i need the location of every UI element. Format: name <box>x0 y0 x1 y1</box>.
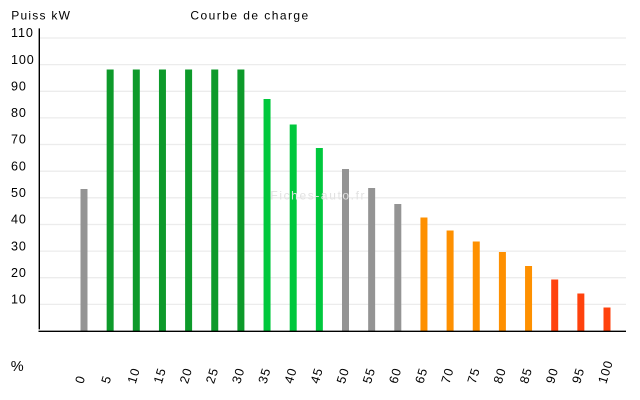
svg-text:65: 65 <box>413 366 431 385</box>
svg-text:Fiches-auto.fr: Fiches-auto.fr <box>270 189 366 203</box>
svg-text:25: 25 <box>203 366 221 385</box>
svg-text:110: 110 <box>11 26 34 40</box>
svg-text:60: 60 <box>11 159 27 173</box>
svg-text:30: 30 <box>230 366 248 385</box>
svg-text:70: 70 <box>439 366 457 385</box>
svg-text:0: 0 <box>73 374 89 386</box>
svg-text:95: 95 <box>569 366 587 385</box>
svg-text:20: 20 <box>11 266 27 280</box>
svg-text:50: 50 <box>334 366 352 385</box>
svg-text:100: 100 <box>11 53 35 67</box>
svg-text:90: 90 <box>11 80 27 94</box>
svg-text:60: 60 <box>386 366 404 385</box>
svg-text:50: 50 <box>11 186 27 200</box>
svg-text:35: 35 <box>256 366 274 385</box>
svg-text:30: 30 <box>11 239 27 253</box>
svg-text:Puiss kW: Puiss kW <box>11 9 71 23</box>
svg-text:40: 40 <box>11 213 27 227</box>
svg-text:5: 5 <box>99 374 115 386</box>
svg-text:40: 40 <box>282 366 300 385</box>
svg-text:80: 80 <box>11 106 27 120</box>
svg-text:70: 70 <box>11 133 27 147</box>
svg-text:15: 15 <box>151 366 169 385</box>
svg-text:10: 10 <box>125 366 143 385</box>
svg-text:100: 100 <box>596 358 616 385</box>
svg-text:90: 90 <box>543 366 561 385</box>
svg-text:10: 10 <box>11 293 27 307</box>
svg-text:Courbe de charge: Courbe de charge <box>190 9 309 23</box>
svg-text:45: 45 <box>308 366 326 385</box>
svg-text:75: 75 <box>465 366 483 385</box>
svg-text:55: 55 <box>360 366 378 385</box>
svg-text:20: 20 <box>177 366 195 385</box>
svg-text:85: 85 <box>517 366 535 385</box>
svg-text:%: % <box>11 359 24 375</box>
svg-text:80: 80 <box>491 366 509 385</box>
